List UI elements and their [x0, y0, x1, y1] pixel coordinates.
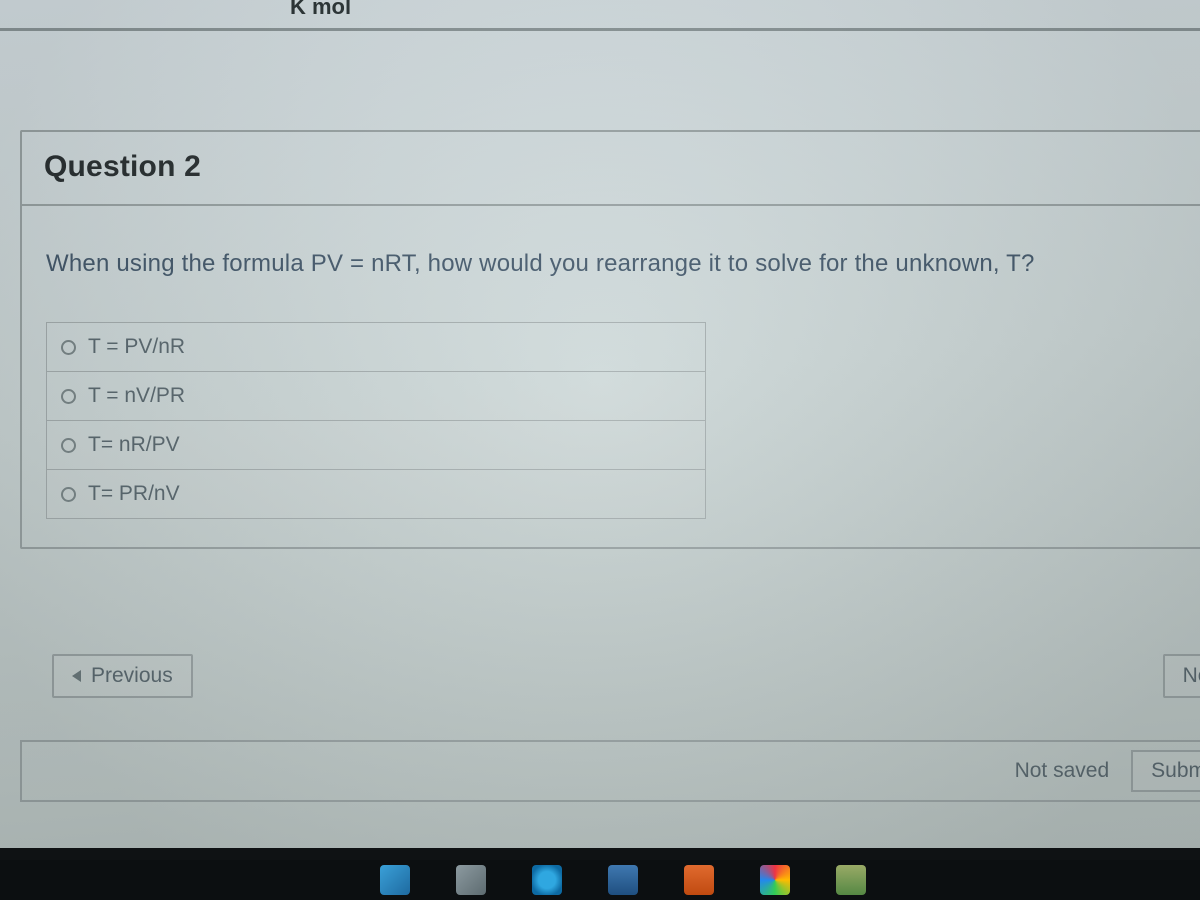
- taskbar: [0, 860, 1200, 900]
- taskbar-icon-2[interactable]: [532, 865, 562, 895]
- answer-option-0[interactable]: T = PV/nR: [47, 323, 705, 372]
- radio-icon: [61, 389, 76, 404]
- question-prompt: When using the formula PV = nRT, how wou…: [46, 250, 1200, 278]
- taskbar-icon-4[interactable]: [684, 865, 714, 895]
- taskbar-icon-6[interactable]: [836, 865, 866, 895]
- answer-option-1[interactable]: T = nV/PR: [47, 372, 705, 421]
- header-fragment-text: K mol: [290, 0, 351, 20]
- answer-option-3[interactable]: T= PR/nV: [47, 470, 705, 519]
- screen: K mol Question 2 When using the formula …: [0, 0, 1200, 860]
- taskbar-icon-3[interactable]: [608, 865, 638, 895]
- save-status-text: Not saved: [1015, 759, 1110, 783]
- previous-button-label: Previous: [91, 664, 173, 688]
- answer-option-label: T = PV/nR: [88, 335, 185, 359]
- answer-option-label: T= PR/nV: [88, 482, 180, 506]
- submit-button[interactable]: Subm: [1131, 750, 1200, 792]
- answer-option-label: T = nV/PR: [88, 384, 185, 408]
- question-title: Question 2: [44, 150, 1200, 184]
- answer-options: T = PV/nR T = nV/PR T= nR/PV T= PR/nV: [46, 322, 706, 519]
- submit-button-label: Subm: [1151, 759, 1200, 782]
- top-horizontal-rule: [0, 28, 1200, 31]
- question-card: Question 2 When using the formula PV = n…: [20, 130, 1200, 549]
- answer-option-2[interactable]: T= nR/PV: [47, 421, 705, 470]
- question-body: When using the formula PV = nRT, how wou…: [22, 206, 1200, 547]
- answer-option-label: T= nR/PV: [88, 433, 180, 457]
- nav-row: Previous Nex: [20, 648, 1200, 704]
- next-button-label: Nex: [1183, 664, 1200, 688]
- question-header: Question 2: [22, 132, 1200, 206]
- taskbar-icon-0[interactable]: [380, 865, 410, 895]
- radio-icon: [61, 340, 76, 355]
- taskbar-icon-5[interactable]: [760, 865, 790, 895]
- taskbar-icon-1[interactable]: [456, 865, 486, 895]
- chevron-left-icon: [72, 670, 81, 682]
- previous-button[interactable]: Previous: [52, 654, 193, 698]
- radio-icon: [61, 487, 76, 502]
- next-button[interactable]: Nex: [1163, 654, 1200, 698]
- radio-icon: [61, 438, 76, 453]
- save-row: Not saved Subm: [20, 740, 1200, 802]
